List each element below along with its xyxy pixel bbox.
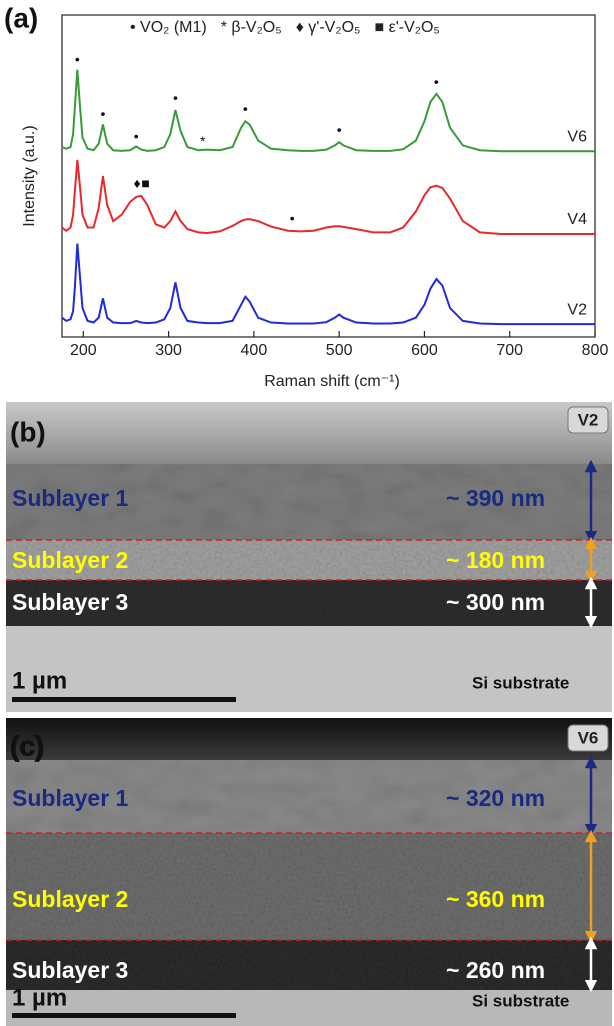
plot-frame	[61, 14, 596, 338]
sample-tag-box	[567, 406, 609, 434]
x-tick-label: 500	[326, 342, 353, 359]
peak-marker: •	[243, 101, 248, 117]
peak-marker: •	[100, 106, 105, 122]
raman-chart: (a) Raman shift (cm⁻¹) Intensity (a.u.) …	[4, 2, 608, 390]
x-tick-label: 400	[241, 342, 268, 359]
substrate-label: Si substrate	[472, 991, 569, 1010]
legend-entry: * β-V₂O₅	[221, 19, 282, 36]
image-region	[6, 718, 612, 760]
layer-thickness: ~ 180 nm	[446, 547, 545, 573]
peak-marker: •	[337, 122, 342, 138]
legend-entry: ♦ γ'-V₂O₅	[296, 19, 361, 36]
spectrum-line	[61, 243, 595, 326]
y-axis-label: Intensity (a.u.)	[21, 125, 38, 226]
scale-bar-label: 1 µm	[12, 984, 67, 1011]
x-tick-label: 300	[155, 342, 182, 359]
panel-label: (c)	[10, 730, 44, 761]
layer-thickness: ~ 260 nm	[446, 957, 545, 983]
peak-marker: •	[134, 128, 139, 144]
layer-name: Sublayer 3	[12, 957, 128, 983]
spectrum-line	[61, 159, 595, 235]
sample-tag: V2	[578, 410, 599, 429]
tem-panel-b: (b) V2 Sublayer 1 ~ 390 nm Sublayer 2 ~ …	[6, 402, 612, 712]
substrate-label: Si substrate	[472, 673, 569, 692]
image-region	[6, 540, 612, 580]
layer-thickness: ~ 300 nm	[446, 589, 545, 615]
layer-name: Sublayer 3	[12, 589, 128, 615]
x-axis-label: Raman shift (cm⁻¹)	[264, 373, 400, 390]
legend-entry: • VO₂ (M1)	[130, 19, 207, 36]
peak-marker: ■	[141, 175, 149, 191]
layer-name: Sublayer 1	[12, 785, 129, 811]
peak-marker: *	[200, 133, 206, 149]
layer-thickness: ~ 320 nm	[446, 785, 545, 811]
panel-label: (b)	[10, 416, 46, 447]
tem-panel-c: (c) V6 Sublayer 1 ~ 320 nm Sublayer 2 ~ …	[6, 718, 612, 1026]
scale-bar	[12, 697, 236, 702]
peak-marker: ♦	[133, 175, 140, 191]
image-region	[6, 940, 612, 990]
layer-thickness: ~ 360 nm	[446, 886, 545, 912]
scale-bar-label: 1 µm	[12, 667, 67, 694]
x-tick-label: 800	[582, 342, 609, 359]
layer-name: Sublayer 2	[12, 886, 128, 912]
spectrum-line	[61, 69, 595, 153]
layer-name: Sublayer 1	[12, 485, 129, 511]
series-label: V6	[567, 128, 587, 145]
image-region	[6, 833, 612, 940]
layer-thickness: ~ 390 nm	[446, 485, 545, 511]
layer-name: Sublayer 2	[12, 547, 128, 573]
x-tick-label: 600	[411, 342, 438, 359]
legend-entry: ■ ε'-V₂O₅	[374, 19, 439, 36]
peak-marker: •	[75, 51, 80, 67]
sample-tag: V6	[578, 728, 599, 747]
peak-marker: •	[173, 89, 178, 105]
image-region	[6, 760, 612, 833]
sample-tag-box	[567, 724, 609, 752]
scale-bar	[12, 1013, 236, 1018]
image-region	[6, 402, 612, 464]
image-region	[6, 464, 612, 540]
peak-marker: •	[434, 73, 439, 89]
series-label: V2	[567, 301, 587, 318]
panel-label: (a)	[4, 2, 38, 33]
image-region	[6, 990, 612, 1026]
peak-marker: •	[290, 210, 295, 226]
image-region	[6, 580, 612, 626]
series-label: V4	[567, 211, 587, 228]
x-tick-label: 200	[70, 342, 97, 359]
x-tick-label: 700	[496, 342, 523, 359]
